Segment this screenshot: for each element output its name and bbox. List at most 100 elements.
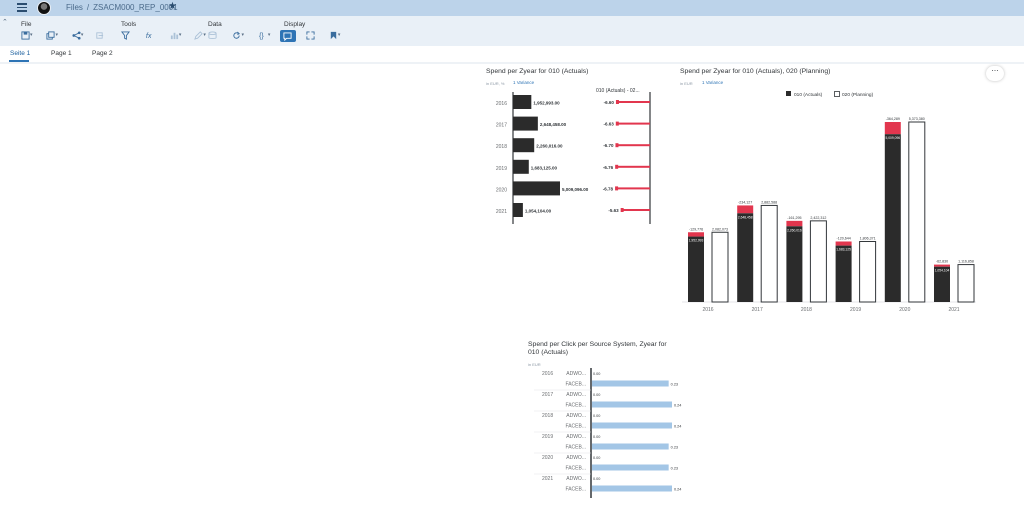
widget-title: Spend per Click per Source System, Zyear… <box>528 341 667 356</box>
source-system-label: ADWO... <box>566 455 586 461</box>
category-label: 2019 <box>850 307 861 313</box>
year-label: 2018 <box>542 413 553 419</box>
canvas-divider <box>0 62 1024 64</box>
actuals-label: 2,260,016 <box>787 228 802 232</box>
variable-icon[interactable]: {} ▾ <box>258 31 271 40</box>
variance-link[interactable]: 1 Variance <box>702 80 724 85</box>
category-label: 2018 <box>801 307 812 313</box>
actuals-bar <box>513 95 532 109</box>
variance-label: -6.76 <box>603 165 614 170</box>
variance-bar <box>617 122 650 125</box>
shell-bar: Files / ZSACM000_REP_0001 ★ <box>0 0 1024 16</box>
value-label: 0.00 <box>593 435 600 439</box>
svg-text:{}: {} <box>259 31 264 40</box>
tab-page-1[interactable]: Page 1 <box>51 50 72 57</box>
avatar[interactable] <box>37 1 51 15</box>
actuals-bar <box>884 134 901 302</box>
svg-text:fx: fx <box>146 31 152 40</box>
value-label: 0.24 <box>674 404 681 408</box>
planning-label: 5,373,380 <box>909 117 925 121</box>
variance-bar <box>786 220 803 227</box>
fullscreen-icon[interactable] <box>306 31 318 41</box>
variance-bar <box>617 101 650 103</box>
chart-icon[interactable]: ▾ <box>170 31 182 41</box>
year-label: 2019 <box>542 434 553 440</box>
favorite-star-icon[interactable]: ★ <box>168 1 177 12</box>
planning-bar <box>711 231 729 303</box>
category-label: 2021 <box>948 307 959 313</box>
actuals-bar <box>737 213 754 302</box>
category-label: 2020 <box>899 307 910 313</box>
legend-label-actuals: 010 (Actuals) <box>794 92 823 98</box>
widget-unit: in EUR <box>528 362 541 367</box>
category-label: 2019 <box>496 166 507 172</box>
refresh-icon[interactable]: ▾ <box>232 31 244 41</box>
source-system-label: FACEB... <box>565 424 586 430</box>
value-label: 2,260,016.00 <box>536 144 563 149</box>
variance-link[interactable]: 1 Variance <box>513 80 535 85</box>
variance-marker <box>615 164 619 169</box>
tab-seite-1[interactable]: Seite 1 <box>10 50 31 57</box>
year-label: 2017 <box>542 392 553 398</box>
comment-icon[interactable] <box>280 30 296 42</box>
breadcrumb: Files / ZSACM000_REP_0001 <box>66 3 178 12</box>
planning-label: 1,116,858 <box>958 260 974 264</box>
actuals-label: 1,952,993 <box>689 239 704 243</box>
actuals-bar <box>934 266 950 302</box>
planning-label: 1,806,371 <box>860 236 876 240</box>
planning-label: 2,082,073 <box>712 227 728 231</box>
variance-bar <box>622 209 650 211</box>
planning-bar <box>908 121 926 303</box>
year-label: 2021 <box>542 476 553 482</box>
variance-label: -364,289 <box>886 117 900 121</box>
more-options-button[interactable]: ⋯ <box>986 66 1004 81</box>
variance-label: -6.60 <box>604 100 615 105</box>
variance-label: -234,127 <box>738 200 752 204</box>
collapse-toolbar-icon[interactable]: ⌃ <box>2 19 8 26</box>
variance-marker <box>615 121 619 126</box>
variance-bar <box>835 241 852 246</box>
source-system-label: FACEB... <box>565 445 586 451</box>
planning-label: 2,882,588 <box>761 200 777 204</box>
edit-icon[interactable]: ▾ <box>194 31 206 41</box>
value-label: 5,009,096.00 <box>562 187 589 192</box>
variance-bar <box>884 122 901 135</box>
chart-spend-planning: 010 (Actuals) 020 (Planning) -129,776 1,952… <box>682 91 976 313</box>
breadcrumb-files[interactable]: Files <box>66 3 83 12</box>
tab-page-2[interactable]: Page 2 <box>92 50 113 57</box>
category-label: 2018 <box>496 144 507 150</box>
category-label: 2016 <box>702 307 713 313</box>
source-system-label: ADWO... <box>566 476 586 482</box>
save-icon[interactable]: ▾ <box>21 31 33 41</box>
menu-icon[interactable] <box>17 3 27 12</box>
group-title-tools: Tools <box>121 21 137 28</box>
variance-header: 010 (Actuals) - 02... <box>596 88 640 94</box>
export-icon[interactable] <box>95 31 107 41</box>
formula-icon[interactable]: fx <box>145 31 157 41</box>
actuals-bar <box>835 245 852 302</box>
variance-label: -6.63 <box>604 122 615 127</box>
value-label: 0.00 <box>593 477 600 481</box>
category-label: 2021 <box>496 209 507 215</box>
actuals-bar <box>513 159 529 174</box>
planning-label: 2,422,312 <box>810 216 826 220</box>
legend-swatch-planning <box>834 91 840 97</box>
year-label: 2020 <box>542 455 553 461</box>
page-tabs: Seite 1 Page 1 Page 2 <box>0 46 1024 62</box>
copy-icon[interactable]: ▾ <box>46 31 58 41</box>
value-label: 0.00 <box>593 456 600 460</box>
source-system-label: FACEB... <box>565 403 586 409</box>
toolbar-group-data: Data ▾ {} ▾ <box>208 21 270 40</box>
breadcrumb-story: ZSACM000_REP_0001 <box>93 3 178 12</box>
toolbar-group-display: Display ▾ <box>280 21 340 42</box>
filter-icon[interactable] <box>121 31 133 41</box>
value-label: 1,683,125.00 <box>531 165 558 170</box>
share-icon[interactable]: ▾ <box>72 31 84 41</box>
spend-bar <box>592 464 669 471</box>
bookmark-icon[interactable]: ▾ <box>329 31 341 41</box>
widget-title: Spend per Zyear for 010 (Actuals), 020 (… <box>680 68 831 75</box>
category-label: 2017 <box>496 123 507 129</box>
data-source-icon[interactable] <box>208 31 220 41</box>
spend-bar <box>592 380 669 387</box>
variance-bar <box>737 205 754 214</box>
